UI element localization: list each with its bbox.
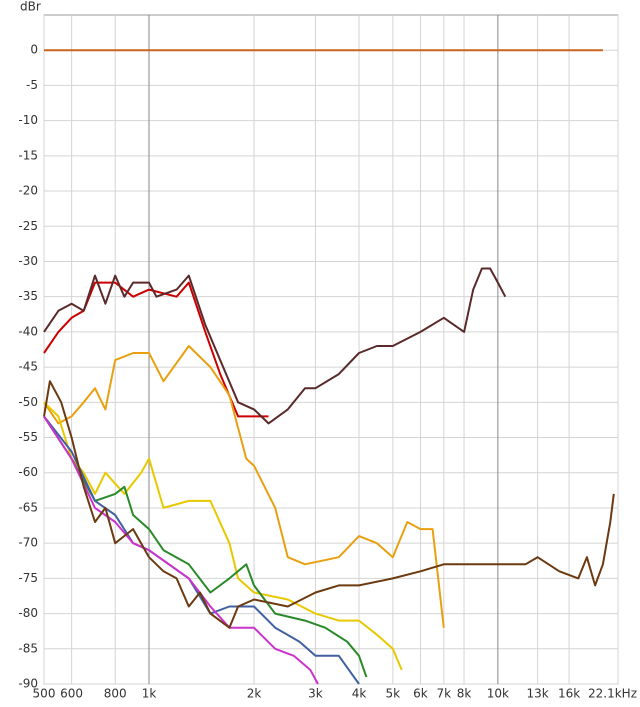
y-tick-label: -85 bbox=[18, 641, 38, 655]
y-tick-label: -40 bbox=[18, 324, 38, 338]
y-tick-label: -10 bbox=[18, 113, 38, 127]
y-tick-label: -35 bbox=[18, 289, 38, 303]
y-tick-label: -45 bbox=[18, 360, 38, 374]
x-tick-label: 6k bbox=[413, 687, 428, 701]
x-tick-label: 7k bbox=[437, 687, 452, 701]
x-tick-label: 13k bbox=[526, 687, 548, 701]
x-tick-label: 600 bbox=[60, 687, 83, 701]
y-tick-label: -50 bbox=[18, 395, 38, 409]
x-tick-label: 22.1kHz bbox=[588, 687, 637, 701]
series-line bbox=[43, 401, 403, 671]
series-line bbox=[43, 267, 507, 425]
x-tick-label: 500 bbox=[33, 687, 56, 701]
x-tick-label: 3k bbox=[308, 687, 323, 701]
x-tick-label: 5k bbox=[386, 687, 401, 701]
x-tick-label: 8k bbox=[457, 687, 472, 701]
y-tick-label: -65 bbox=[18, 500, 38, 514]
y-tick-label: -90 bbox=[18, 677, 38, 691]
plot-area bbox=[43, 14, 619, 685]
y-tick-label: -5 bbox=[26, 78, 38, 92]
y-tick-label: -60 bbox=[18, 465, 38, 479]
y-axis-label: dBr bbox=[20, 0, 41, 14]
series-line bbox=[43, 415, 368, 678]
x-tick-label: 16k bbox=[558, 687, 580, 701]
series-line bbox=[43, 345, 445, 628]
y-tick-label: 0 bbox=[30, 43, 38, 57]
y-tick-label: -25 bbox=[18, 219, 38, 233]
x-tick-label: 4k bbox=[352, 687, 367, 701]
y-tick-label: -70 bbox=[18, 536, 38, 550]
y-tick-label: -55 bbox=[18, 430, 38, 444]
x-tick-label: 2k bbox=[247, 687, 262, 701]
y-tick-label: -20 bbox=[18, 184, 38, 198]
y-tick-label: -80 bbox=[18, 606, 38, 620]
y-tick-label: -75 bbox=[18, 571, 38, 585]
series-line bbox=[43, 380, 615, 629]
x-tick-label: 1k bbox=[142, 687, 157, 701]
x-tick-label: 10k bbox=[487, 687, 509, 701]
y-tick-label: -15 bbox=[18, 148, 38, 162]
x-tick-label: 800 bbox=[104, 687, 127, 701]
y-tick-label: -30 bbox=[18, 254, 38, 268]
